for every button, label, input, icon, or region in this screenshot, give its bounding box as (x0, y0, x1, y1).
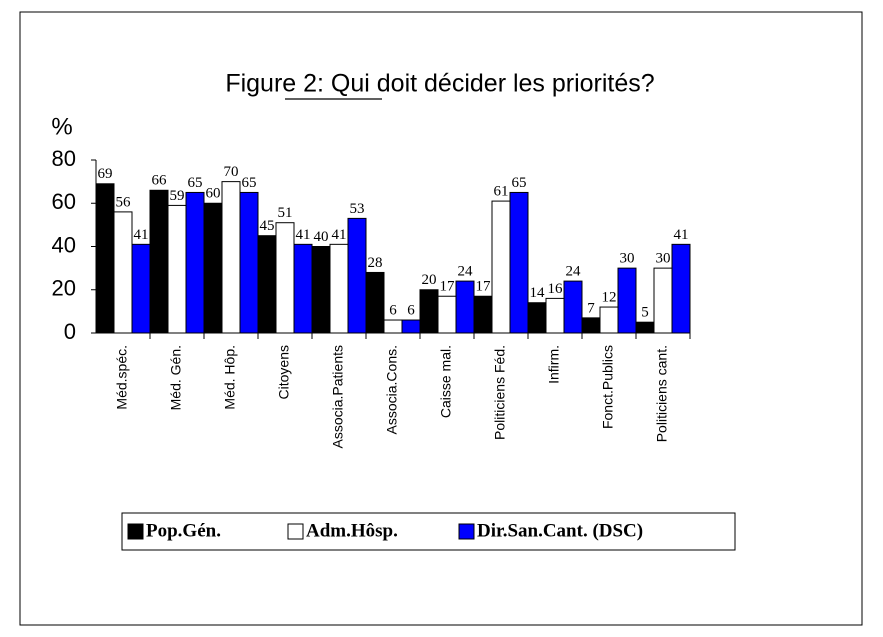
bar (491, 200, 511, 334)
bar (329, 243, 349, 334)
data-label: 41 (296, 227, 311, 243)
bar (419, 289, 439, 334)
data-label: 65 (242, 175, 257, 191)
bar (437, 295, 457, 334)
bar (293, 243, 313, 334)
bar (617, 267, 637, 334)
y-tick-label: 40 (52, 232, 76, 257)
x-tick-label: Méd. Hôp. (222, 345, 238, 410)
data-label: 69 (98, 166, 113, 182)
y-tick-label: 60 (52, 189, 76, 214)
data-label: 17 (476, 279, 492, 295)
chart-title: Figure 2: Qui doit décider les priorités… (225, 70, 654, 98)
data-label: 7 (587, 300, 595, 316)
bar (509, 191, 529, 334)
bar (311, 246, 331, 334)
data-label: 56 (116, 194, 132, 210)
bar (149, 189, 169, 334)
bar (239, 191, 259, 334)
data-label: 66 (152, 173, 168, 189)
data-label: 70 (224, 164, 239, 180)
data-label: 30 (620, 251, 635, 267)
bar (131, 243, 151, 334)
bar (365, 271, 385, 334)
bar (347, 217, 367, 334)
bar (671, 243, 691, 334)
legend-swatch (458, 523, 475, 540)
legend-label: Pop.Gén. (146, 520, 221, 541)
legend-box (121, 512, 736, 551)
legend-label: Adm.Hôsp. (306, 520, 398, 541)
x-tick-label: Infirm. (546, 345, 562, 384)
bar (167, 204, 187, 334)
data-label: 41 (134, 227, 149, 243)
legend-swatch (127, 523, 144, 540)
x-tick-label: Fonct.Publics (600, 345, 616, 429)
x-tick-label: Citoyens (276, 345, 292, 399)
bar (563, 280, 583, 334)
data-label: 17 (440, 279, 456, 295)
y-tick-label: 20 (52, 276, 76, 301)
data-label: 65 (188, 175, 203, 191)
bar (455, 280, 475, 334)
data-label: 60 (206, 186, 221, 202)
legend-label: Dir.San.Cant. (DSC) (477, 520, 643, 541)
data-label: 6 (407, 302, 415, 318)
data-label: 30 (656, 251, 671, 267)
bar (473, 295, 493, 334)
y-tick-label: 80 (52, 146, 76, 171)
x-tick-label: Méd.spéc. (114, 345, 130, 410)
data-label: 59 (170, 188, 185, 204)
data-label: 61 (494, 184, 509, 200)
x-tick-label: Méd. Gén. (168, 345, 184, 410)
x-tick-label: Caisse mal. (438, 345, 454, 418)
data-label: 41 (674, 227, 689, 243)
data-label: 51 (278, 205, 293, 221)
data-label: 5 (641, 305, 649, 321)
legend-swatch (287, 523, 304, 540)
bar (581, 317, 601, 334)
data-label: 41 (332, 227, 347, 243)
x-tick-label: Associa.Cons. (384, 345, 400, 434)
data-label: 65 (512, 175, 527, 191)
bar (401, 319, 421, 334)
data-label: 28 (368, 255, 383, 271)
bar (545, 297, 565, 334)
data-label: 14 (530, 285, 546, 301)
data-label: 6 (389, 302, 397, 318)
bar (653, 267, 673, 334)
data-label: 45 (260, 218, 275, 234)
bar (383, 319, 403, 334)
data-label: 12 (602, 289, 617, 305)
x-tick-label: Politiciens Féd. (492, 345, 508, 440)
bar (221, 181, 241, 334)
y-axis-label: % (51, 113, 72, 140)
data-label: 24 (566, 264, 582, 280)
data-label: 24 (458, 264, 474, 280)
data-label: 53 (350, 201, 365, 217)
bar (113, 211, 133, 334)
y-tick-label: 0 (64, 319, 76, 344)
x-tick-label: Politiciens cant. (654, 345, 670, 442)
data-label: 16 (548, 281, 564, 297)
bar (203, 202, 223, 334)
bar (635, 321, 655, 334)
bar (185, 191, 205, 334)
bar (95, 183, 115, 334)
data-label: 40 (314, 229, 329, 245)
x-tick-label: Associa.Patients (330, 345, 346, 449)
data-label: 20 (422, 272, 437, 288)
bar (257, 235, 277, 334)
bar (599, 306, 619, 334)
bar (527, 302, 547, 334)
bar (275, 222, 295, 334)
